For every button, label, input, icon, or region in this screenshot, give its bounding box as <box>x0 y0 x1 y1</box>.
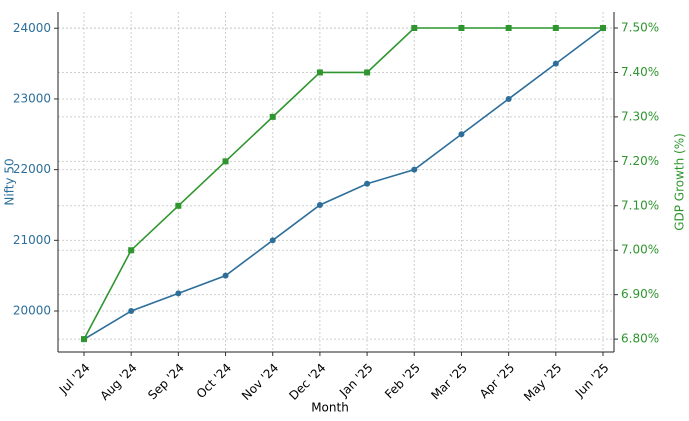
series-line <box>83 27 604 340</box>
point <box>128 308 135 315</box>
point <box>269 113 276 120</box>
y-tick-label: 22000 <box>13 162 51 176</box>
x-tick-label: Mar '25 <box>428 361 470 403</box>
x-tick-label: Aug '24 <box>97 361 139 403</box>
point <box>364 69 371 76</box>
point <box>505 95 512 102</box>
point <box>411 25 418 31</box>
point <box>222 272 229 279</box>
point <box>175 202 182 209</box>
y-tick-label: 24000 <box>13 21 51 35</box>
y2-tick-label: 7.00% <box>621 243 659 257</box>
point <box>316 69 323 76</box>
y2-tick-label: 6.80% <box>621 332 659 346</box>
point <box>458 131 465 138</box>
x-tick-label: Nov '24 <box>239 361 281 403</box>
y-tick-label: 20000 <box>13 304 51 318</box>
y2-tick-label: 7.20% <box>621 154 659 168</box>
y2-axis-label: GDP Growth (%) <box>673 133 687 231</box>
x-tick-label: Feb '25 <box>382 361 423 402</box>
y2-tick-label: 7.10% <box>621 198 659 212</box>
point <box>81 336 87 343</box>
point <box>411 166 418 173</box>
y-tick-label: 23000 <box>13 91 51 105</box>
point <box>600 25 606 31</box>
x-axis-label: Month <box>311 401 349 415</box>
y2-tick-label: 7.30% <box>621 109 659 123</box>
point <box>505 25 512 31</box>
x-tick-label: Oct '24 <box>194 361 234 401</box>
x-tick-label: Sep '24 <box>145 361 187 403</box>
x-tick-label: Apr '25 <box>477 361 517 401</box>
y-tick-label: 21000 <box>13 233 51 247</box>
y-axis-label: Nifty 50 <box>3 158 17 205</box>
x-tick-label: Jul '24 <box>56 361 93 398</box>
x-tick-label: Jun '25 <box>572 361 612 401</box>
y2-tick-label: 7.40% <box>621 65 659 79</box>
point <box>552 25 559 31</box>
y2-tick-label: 6.90% <box>621 287 659 301</box>
point <box>316 201 323 208</box>
y2-tick-label: 7.50% <box>621 21 659 35</box>
point <box>175 290 182 297</box>
x-tick-label: May '25 <box>521 361 564 404</box>
point <box>458 25 465 31</box>
point <box>269 237 276 244</box>
point <box>552 60 559 67</box>
point <box>222 158 229 165</box>
x-tick-label: Dec '24 <box>286 361 328 403</box>
point <box>364 180 371 187</box>
x-tick-label: Jan '25 <box>336 361 376 401</box>
point <box>128 247 135 254</box>
series-line <box>83 27 603 340</box>
